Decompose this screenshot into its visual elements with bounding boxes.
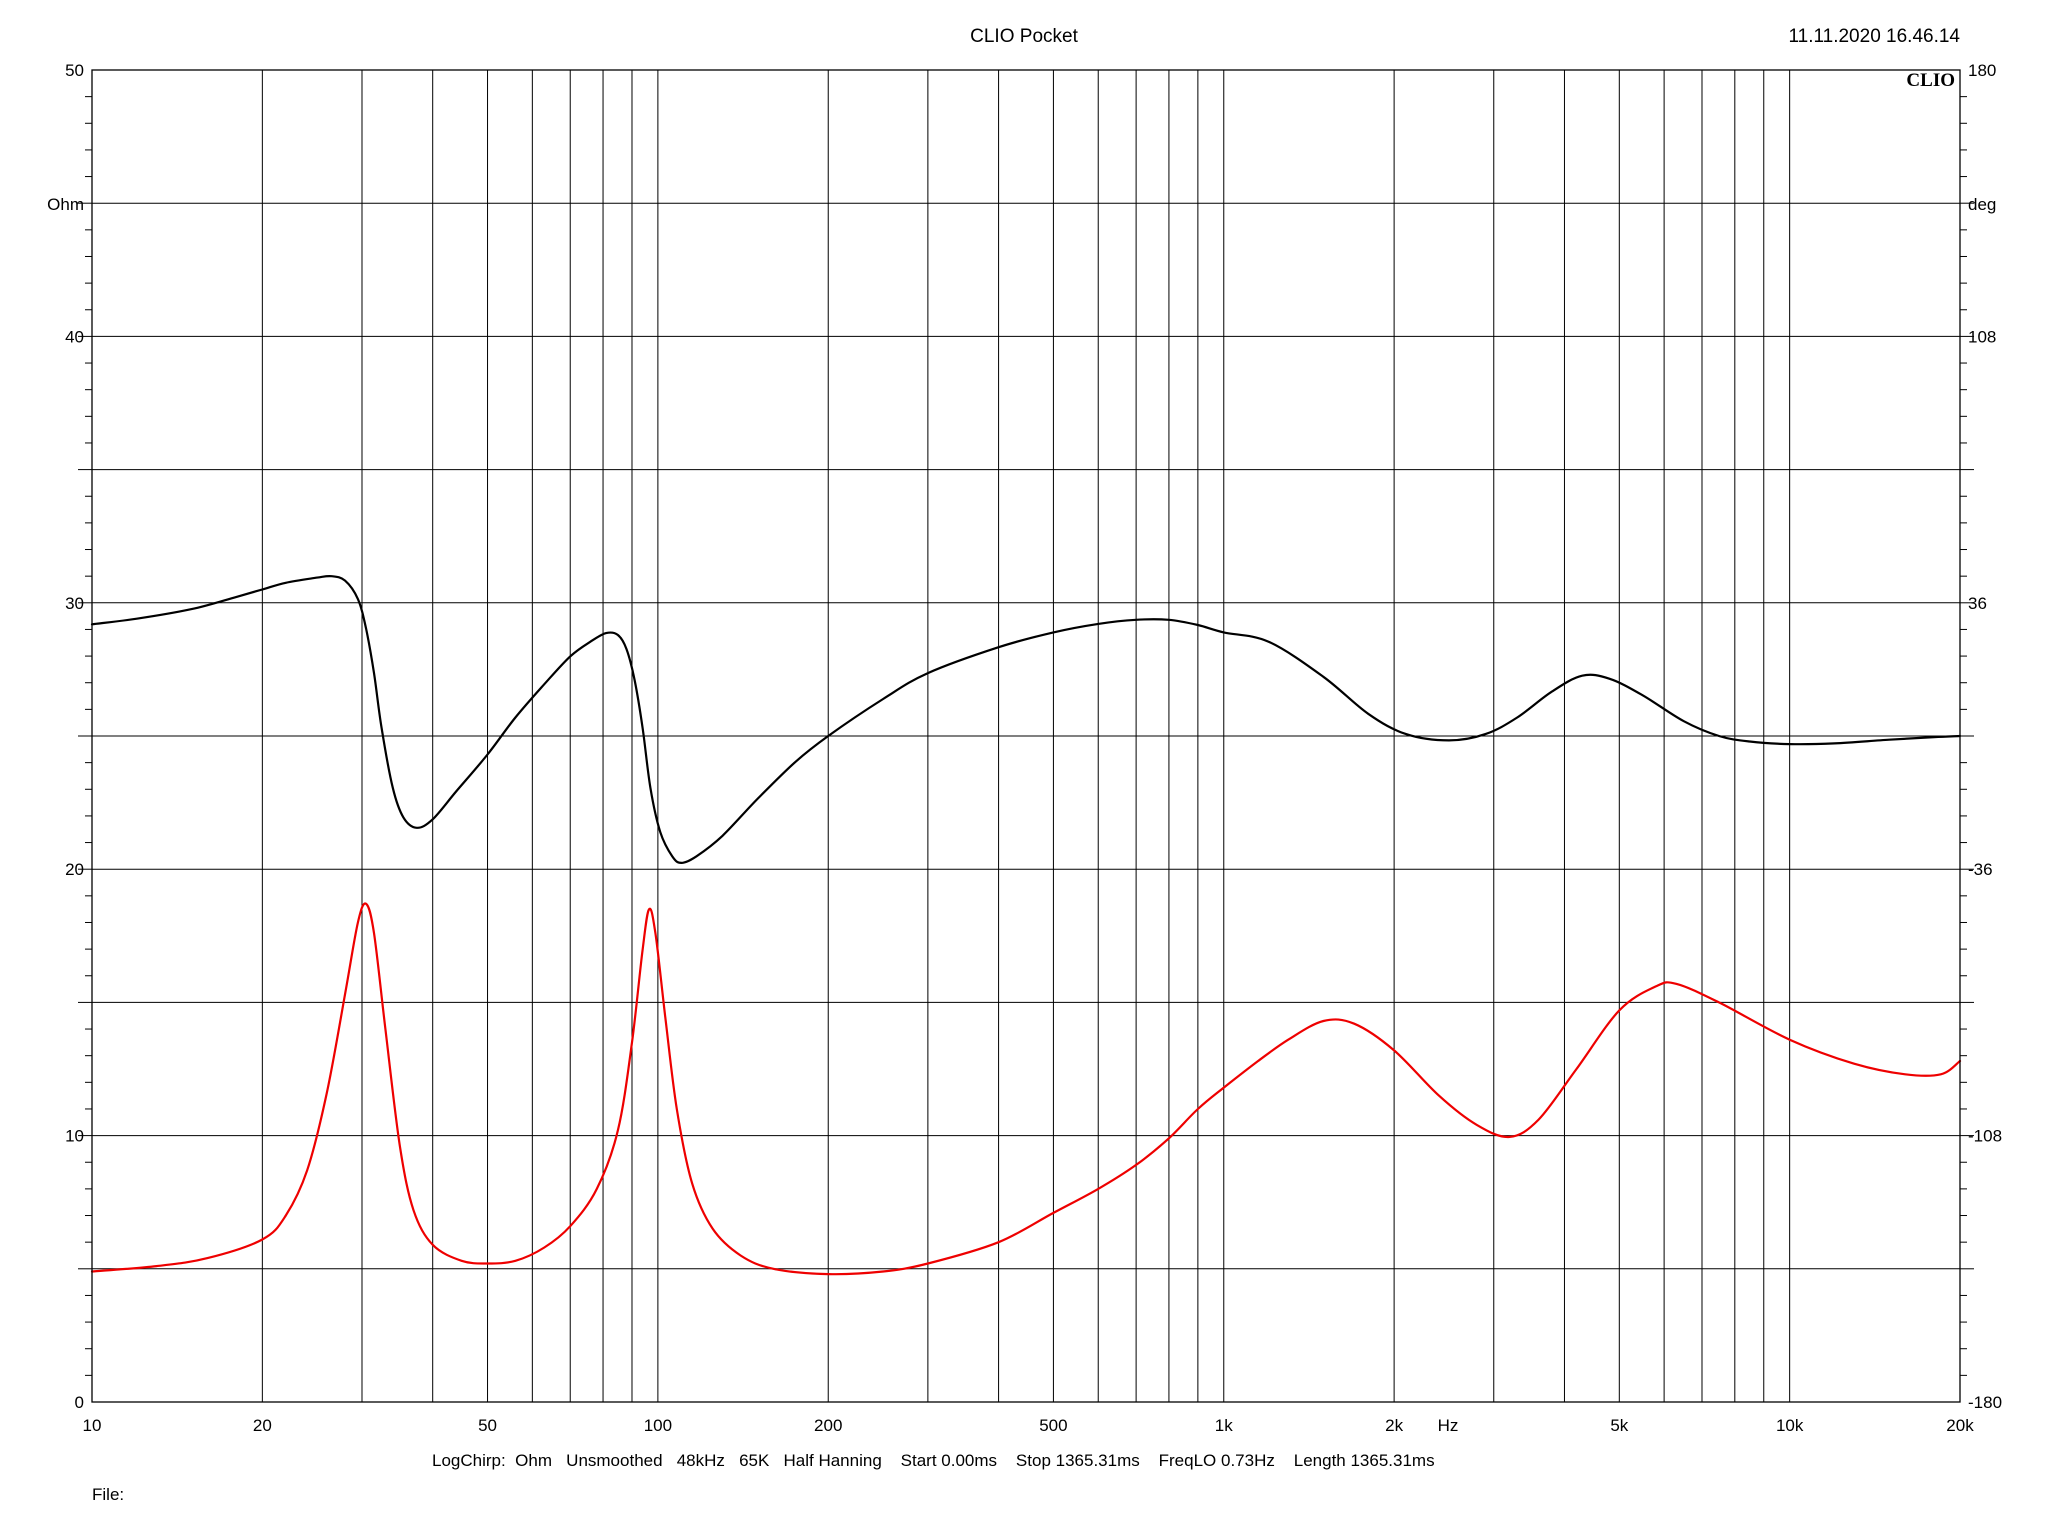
x-tick-label: 10 (83, 1416, 102, 1435)
x-tick-label: 5k (1610, 1416, 1628, 1435)
timestamp: 11.11.2020 16.46.14 (1788, 26, 1960, 47)
magnitude-curve (90, 902, 1962, 1276)
axis-ticks (78, 96, 1974, 1376)
y-right-tick-label: 36 (1968, 594, 1987, 613)
y-right-tick-label: -36 (1968, 860, 1993, 879)
x-tick-label: 100 (644, 1416, 672, 1435)
y-left-unit: Ohm (47, 195, 84, 214)
y-left-tick-label: 40 (65, 327, 84, 346)
axis-labels: 10 20 50 100 200 500 1k 2k 5k 10k 20k 0 10 20 30 40 50 -1… (65, 61, 2002, 1435)
y-left-tick-label: 10 (65, 1127, 84, 1146)
x-tick-label: 50 (478, 1416, 497, 1435)
x-tick-label: 20k (1946, 1416, 1974, 1435)
y-right-tick-label: 108 (1968, 327, 1996, 346)
x-tick-label: 500 (1039, 1416, 1067, 1435)
y-left-tick-label: 30 (65, 594, 84, 613)
y-right-unit: deg (1968, 195, 1996, 214)
measurement-settings: LogChirp: Ohm Unsmoothed 48kHz 65K Half … (432, 1451, 1435, 1470)
x-tick-label: 10k (1776, 1416, 1804, 1435)
y-right-tick-label: -108 (1968, 1127, 2002, 1146)
x-tick-label: 1k (1215, 1416, 1233, 1435)
x-tick-label: 20 (253, 1416, 272, 1435)
chart-title: CLIO Pocket (970, 26, 1078, 47)
file-label: File: (92, 1485, 124, 1504)
x-tick-label: 200 (814, 1416, 842, 1435)
series-lines (90, 574, 1962, 1276)
y-right-tick-label: 180 (1968, 61, 1996, 80)
phase-curve (90, 574, 1962, 864)
y-left-tick-label: 50 (65, 61, 84, 80)
x-unit: Hz (1438, 1416, 1459, 1435)
grid (92, 70, 1961, 1402)
y-right-tick-label: -180 (1968, 1393, 2002, 1412)
x-tick-label: 2k (1385, 1416, 1403, 1435)
y-left-tick-label: 0 (75, 1393, 84, 1412)
clio-logo: CLIO (1906, 70, 1955, 91)
y-left-tick-label: 20 (65, 860, 84, 879)
